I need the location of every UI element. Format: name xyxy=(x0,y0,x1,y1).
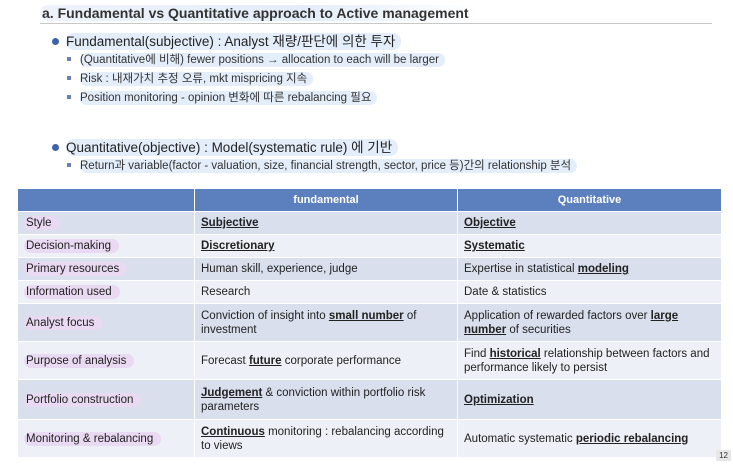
cell-text: Human skill, experience, judge xyxy=(201,263,358,275)
cell-text: Expertise in statistical xyxy=(464,263,578,275)
table-row: Information used Research Date & statistic… xyxy=(17,280,722,304)
cell-text: Date & statistics xyxy=(464,286,547,298)
quantitative-cell: Objective xyxy=(457,211,722,235)
fundamental-cell: Conviction of insight into small number … xyxy=(194,303,458,342)
emphasized-text: Subjective xyxy=(201,217,259,229)
fundamental-bullet: Fundamental(subjective) : Analyst 재량/판단에… xyxy=(52,30,402,50)
quantitative-cell: Find historical relationship between fac… xyxy=(457,341,722,380)
row-label: Information used xyxy=(24,285,120,299)
slide-title: a. Fundamental vs Quantitative approach … xyxy=(40,5,479,21)
comparison-table: fundamental Quantitative Style Subjective… xyxy=(17,188,722,458)
quantitative-cell: Date & statistics xyxy=(457,280,722,304)
row-label: Purpose of analysis xyxy=(24,353,135,368)
header-quantitative: Quantitative xyxy=(457,188,722,212)
table-header-row: fundamental Quantitative xyxy=(17,188,722,212)
cell-text: monitoring : rebalancing according to vi… xyxy=(201,425,444,452)
quant-bullet: Quantitative(objective) : Model(systemat… xyxy=(52,136,399,156)
fundamental-cell: Continuous monitoring : rebalancing acco… xyxy=(194,419,458,458)
table-row: Purpose of analysis Forecast future corpo… xyxy=(17,341,722,380)
cell-text: & conviction within portfolio risk param… xyxy=(201,386,426,413)
row-label: Monitoring & rebalancing xyxy=(24,431,162,446)
emphasized-text: small number xyxy=(328,309,404,322)
emphasized-text: Discretionary xyxy=(201,240,275,252)
bullet-dot-icon xyxy=(52,143,59,151)
row-label: Style xyxy=(24,216,60,230)
square-bullet-icon xyxy=(67,56,71,61)
emphasized-text: Objective xyxy=(464,217,516,229)
sub-bullet: Position monitoring - opinion 변화에 따른 reb… xyxy=(67,89,378,105)
fundamental-cell: Human skill, experience, judge xyxy=(194,257,458,281)
cell-text: Find xyxy=(464,347,490,360)
sub-bullet-text: Risk : 내재가치 추정 오류, mkt mispricing 지속 xyxy=(80,72,314,86)
fundamental-cell: Research xyxy=(194,280,458,304)
emphasized-text: Systematic xyxy=(464,240,525,252)
row-label: Portfolio construction xyxy=(24,392,142,407)
header-fundamental: fundamental xyxy=(194,188,458,212)
sub-bullet-text: Return과 variable(factor - valuation, siz… xyxy=(80,159,578,173)
quantitative-cell: Automatic systematic periodic rebalancin… xyxy=(457,419,722,458)
cell-text: relationship between factors and perform… xyxy=(464,347,710,374)
cell-text: of securities xyxy=(506,323,571,336)
row-label-cell: Information used xyxy=(17,280,195,304)
table-row: Monitoring & rebalancing Continuous monit… xyxy=(17,419,722,458)
emphasized-text: Continuous xyxy=(201,425,265,438)
cell-text: Conviction of insight into xyxy=(201,309,329,322)
fundamental-cell: Subjective xyxy=(194,211,458,235)
emphasized-text: large number xyxy=(464,309,679,336)
row-label-cell: Analyst focus xyxy=(17,303,195,342)
fundamental-cell: Discretionary xyxy=(194,234,458,258)
emphasized-text: Optimization xyxy=(464,393,534,406)
quantitative-cell: Application of rewarded factors over lar… xyxy=(457,303,722,342)
square-bullet-icon xyxy=(67,162,71,167)
table-row: Portfolio construction Judgement & convic… xyxy=(17,379,722,420)
sub-bullet: Risk : 내재가치 추정 오류, mkt mispricing 지속 xyxy=(67,70,314,86)
quantitative-cell: Optimization xyxy=(457,379,722,420)
emphasized-text: Judgement xyxy=(201,386,263,399)
cell-text: corporate performance xyxy=(281,354,402,367)
quantitative-cell: Systematic xyxy=(457,234,722,258)
sub-bullet: Return과 variable(factor - valuation, siz… xyxy=(67,157,578,173)
table-body: Style Subjective Objective Decision-making D… xyxy=(17,211,722,458)
row-label-cell: Portfolio construction xyxy=(17,379,195,420)
fundamental-cell: Forecast future corporate performance xyxy=(194,341,458,380)
quant-bullet-text: Quantitative(objective) : Model(systemat… xyxy=(66,139,399,156)
emphasized-text: periodic rebalancing xyxy=(575,432,689,445)
page-number: 12 xyxy=(716,450,731,461)
table-row: Style Subjective Objective xyxy=(17,211,722,235)
table-row: Decision-making Discretionary Systematic xyxy=(17,234,722,258)
row-label-cell: Monitoring & rebalancing xyxy=(17,419,195,458)
table-row: Primary resources Human skill, experience… xyxy=(17,257,722,281)
row-label-cell: Primary resources xyxy=(17,257,195,281)
sub-bullet-text: (Quantitative에 비해) fewer positions → all… xyxy=(80,53,446,67)
square-bullet-icon xyxy=(67,75,71,80)
cell-text: Forecast xyxy=(201,354,249,367)
row-label-cell: Decision-making xyxy=(17,234,195,258)
row-label: Analyst focus xyxy=(24,315,103,330)
sub-bullet-text: Position monitoring - opinion 변화에 따른 reb… xyxy=(80,91,378,105)
quantitative-cell: Expertise in statistical modeling xyxy=(457,257,722,281)
row-label: Primary resources xyxy=(24,262,128,276)
square-bullet-icon xyxy=(67,94,71,99)
fundamental-cell: Judgement & conviction within portfolio … xyxy=(194,379,458,420)
emphasized-text: modeling xyxy=(577,263,629,275)
bullet-dot-icon xyxy=(52,37,59,45)
sub-bullet: (Quantitative에 비해) fewer positions → all… xyxy=(67,51,446,67)
fundamental-bullet-text: Fundamental(subjective) : Analyst 재량/판단에… xyxy=(66,33,402,50)
title-divider xyxy=(40,23,712,24)
table-row: Analyst focus Conviction of insight into … xyxy=(17,303,722,342)
header-blank xyxy=(17,188,195,212)
cell-text: Application of rewarded factors over xyxy=(464,309,651,322)
cell-text: of investment xyxy=(201,309,417,336)
emphasized-text: future xyxy=(248,354,282,367)
cell-text: Research xyxy=(201,286,251,298)
cell-text: Automatic systematic xyxy=(464,432,576,445)
row-label-cell: Style xyxy=(17,211,195,235)
emphasized-text: historical xyxy=(489,347,541,360)
row-label-cell: Purpose of analysis xyxy=(17,341,195,380)
row-label: Decision-making xyxy=(24,239,120,253)
